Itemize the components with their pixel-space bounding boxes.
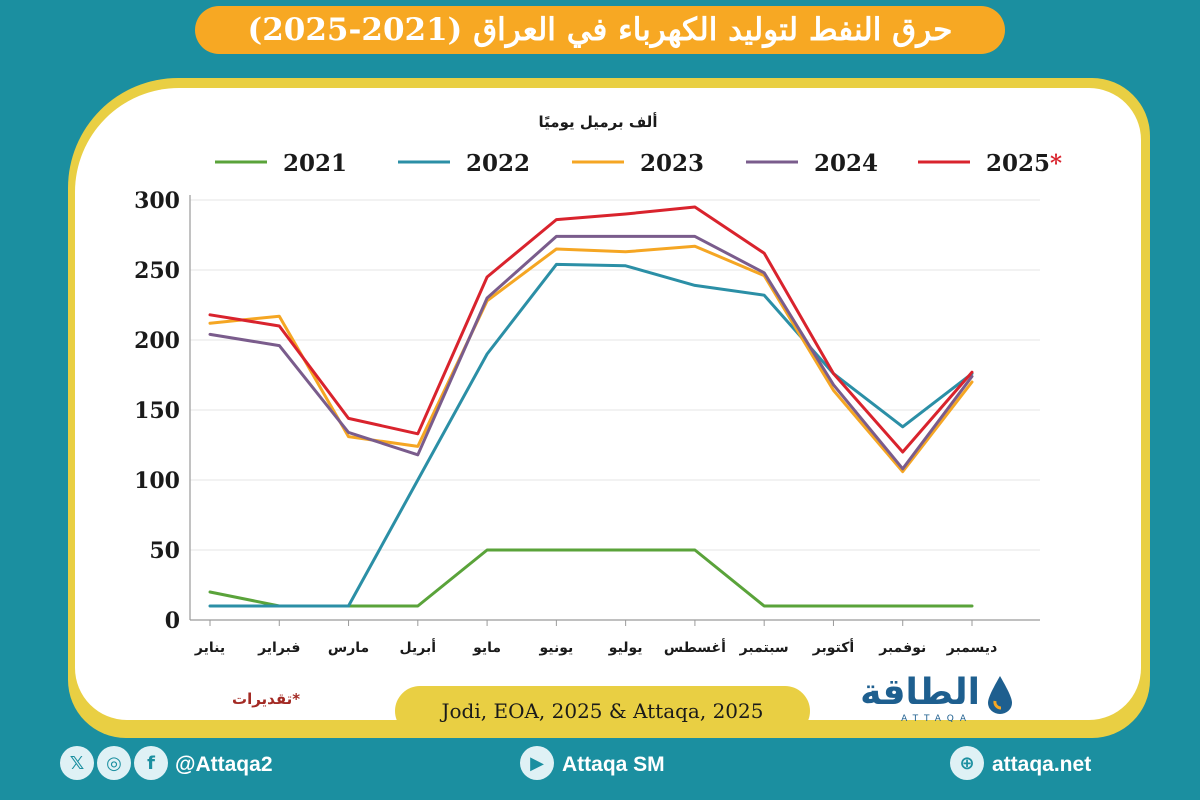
social-handle[interactable]: @Attaqa2 [175,753,273,776]
logo-subtext: ATTAQA [901,714,972,724]
series-lines [208,205,974,608]
legend: 2021 2022 2023 2024 2025* [215,150,1062,177]
attaqa-logo: الطاقة ATTAQA [858,668,1018,728]
youtube-icon[interactable]: ▶ [520,746,554,780]
youtube-channel[interactable]: Attaqa SM [562,753,665,776]
series-line-2024 [208,234,974,471]
axis-layer: 0 50 100 150 200 250 300 يناير فبراير مارس أبريل ما… [134,188,1040,656]
x-tick-label: يونيو [538,640,573,656]
x-tick-label: أبريل [400,638,437,656]
series-line-2022 [208,262,974,608]
y-tick-label: 300 [134,188,180,214]
logo-text: الطاقة [860,672,980,713]
y-tick-label: 150 [134,398,180,424]
source-label: Jodi, EOA, 2025 & Attaqa, 2025 [395,686,810,736]
instagram-icon[interactable]: ◎ [97,746,131,780]
globe-icon[interactable]: ⊕ [950,746,984,780]
estimates-note: *تقديرات [232,690,301,708]
x-tick-label: ديسمبر [946,640,998,656]
y-tick-label: 50 [149,538,180,564]
x-tick-label: نوفمبر [878,640,926,656]
y-tick-label: 250 [134,258,180,284]
x-tick-label: مارس [328,640,369,656]
chart-panel [75,88,1141,720]
website-link[interactable]: attaqa.net [992,753,1092,776]
x-tick-label: سبتمبر [739,640,789,656]
x-tick-label: يناير [194,640,225,656]
facebook-icon[interactable]: f [134,746,168,780]
y-tick-label: 200 [134,328,180,354]
x-tick-label: أكتوبر [812,638,854,656]
y-tick-label: 0 [165,608,180,634]
legend-label-2022: 2022 [466,150,530,177]
x-tick-label: مايو [472,640,501,656]
legend-marker: * [1050,150,1062,177]
y-axis-label: ألف برميل يوميًا [539,112,658,131]
legend-label-2021: 2021 [283,150,347,177]
legend-label-2024: 2024 [814,150,878,177]
footer: 𝕏 ◎ f @Attaqa2 ▶ Attaqa SM ⊕ attaqa.net [0,740,1200,800]
y-tick-label: 100 [134,468,180,494]
x-icon[interactable]: 𝕏 [60,746,94,780]
oil-drop-icon [988,676,1012,714]
series-line-2021 [208,548,974,608]
series-line-2025 [208,205,974,454]
page-title: حرق النفط لتوليد الكهرباء في العراق (202… [195,6,1005,54]
x-tick-label: يوليو [608,640,643,656]
legend-label-2025: 2025* [986,150,1062,177]
x-tick-label: أغسطس [664,638,726,656]
legend-label-2023: 2023 [640,150,704,177]
x-tick-label: فبراير [257,640,300,656]
series-line-2023 [208,244,974,474]
